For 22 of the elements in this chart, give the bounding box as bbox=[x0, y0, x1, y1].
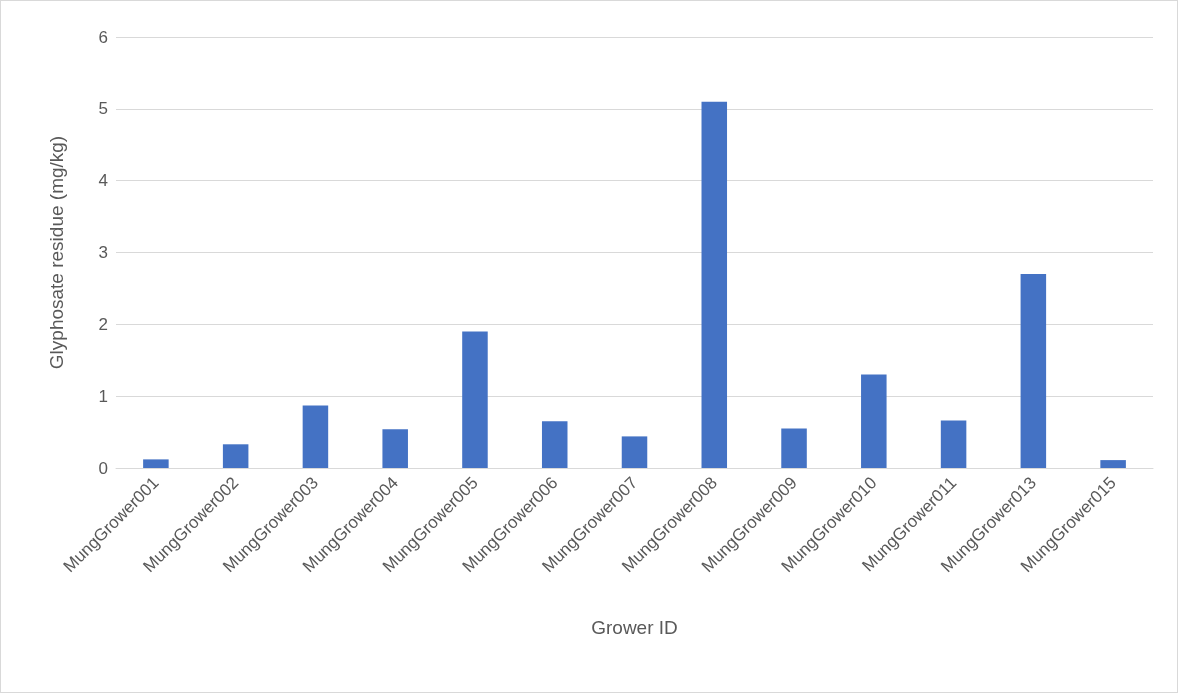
y-tick-label: 4 bbox=[98, 171, 108, 191]
y-tick-label: 2 bbox=[98, 314, 108, 334]
bar bbox=[861, 374, 887, 468]
bar bbox=[781, 428, 807, 468]
bar bbox=[462, 331, 488, 468]
bar bbox=[701, 101, 728, 468]
bar bbox=[143, 459, 169, 468]
bar bbox=[302, 405, 329, 468]
y-tick-label: 6 bbox=[98, 27, 108, 47]
bar bbox=[940, 420, 967, 468]
bar bbox=[1020, 274, 1047, 468]
bar bbox=[621, 436, 648, 468]
y-tick-label: 3 bbox=[98, 243, 108, 262]
y-axis-title: Glyphosate residue (mg/kg) bbox=[46, 135, 67, 370]
bar bbox=[382, 429, 408, 468]
bar bbox=[541, 421, 568, 468]
bar bbox=[1100, 460, 1126, 468]
y-tick-label: 0 bbox=[98, 458, 108, 478]
y-tick-label: 1 bbox=[98, 386, 108, 406]
bar bbox=[222, 444, 249, 468]
x-axis-title: Grower ID bbox=[591, 617, 678, 638]
y-tick-label: 5 bbox=[98, 99, 108, 119]
